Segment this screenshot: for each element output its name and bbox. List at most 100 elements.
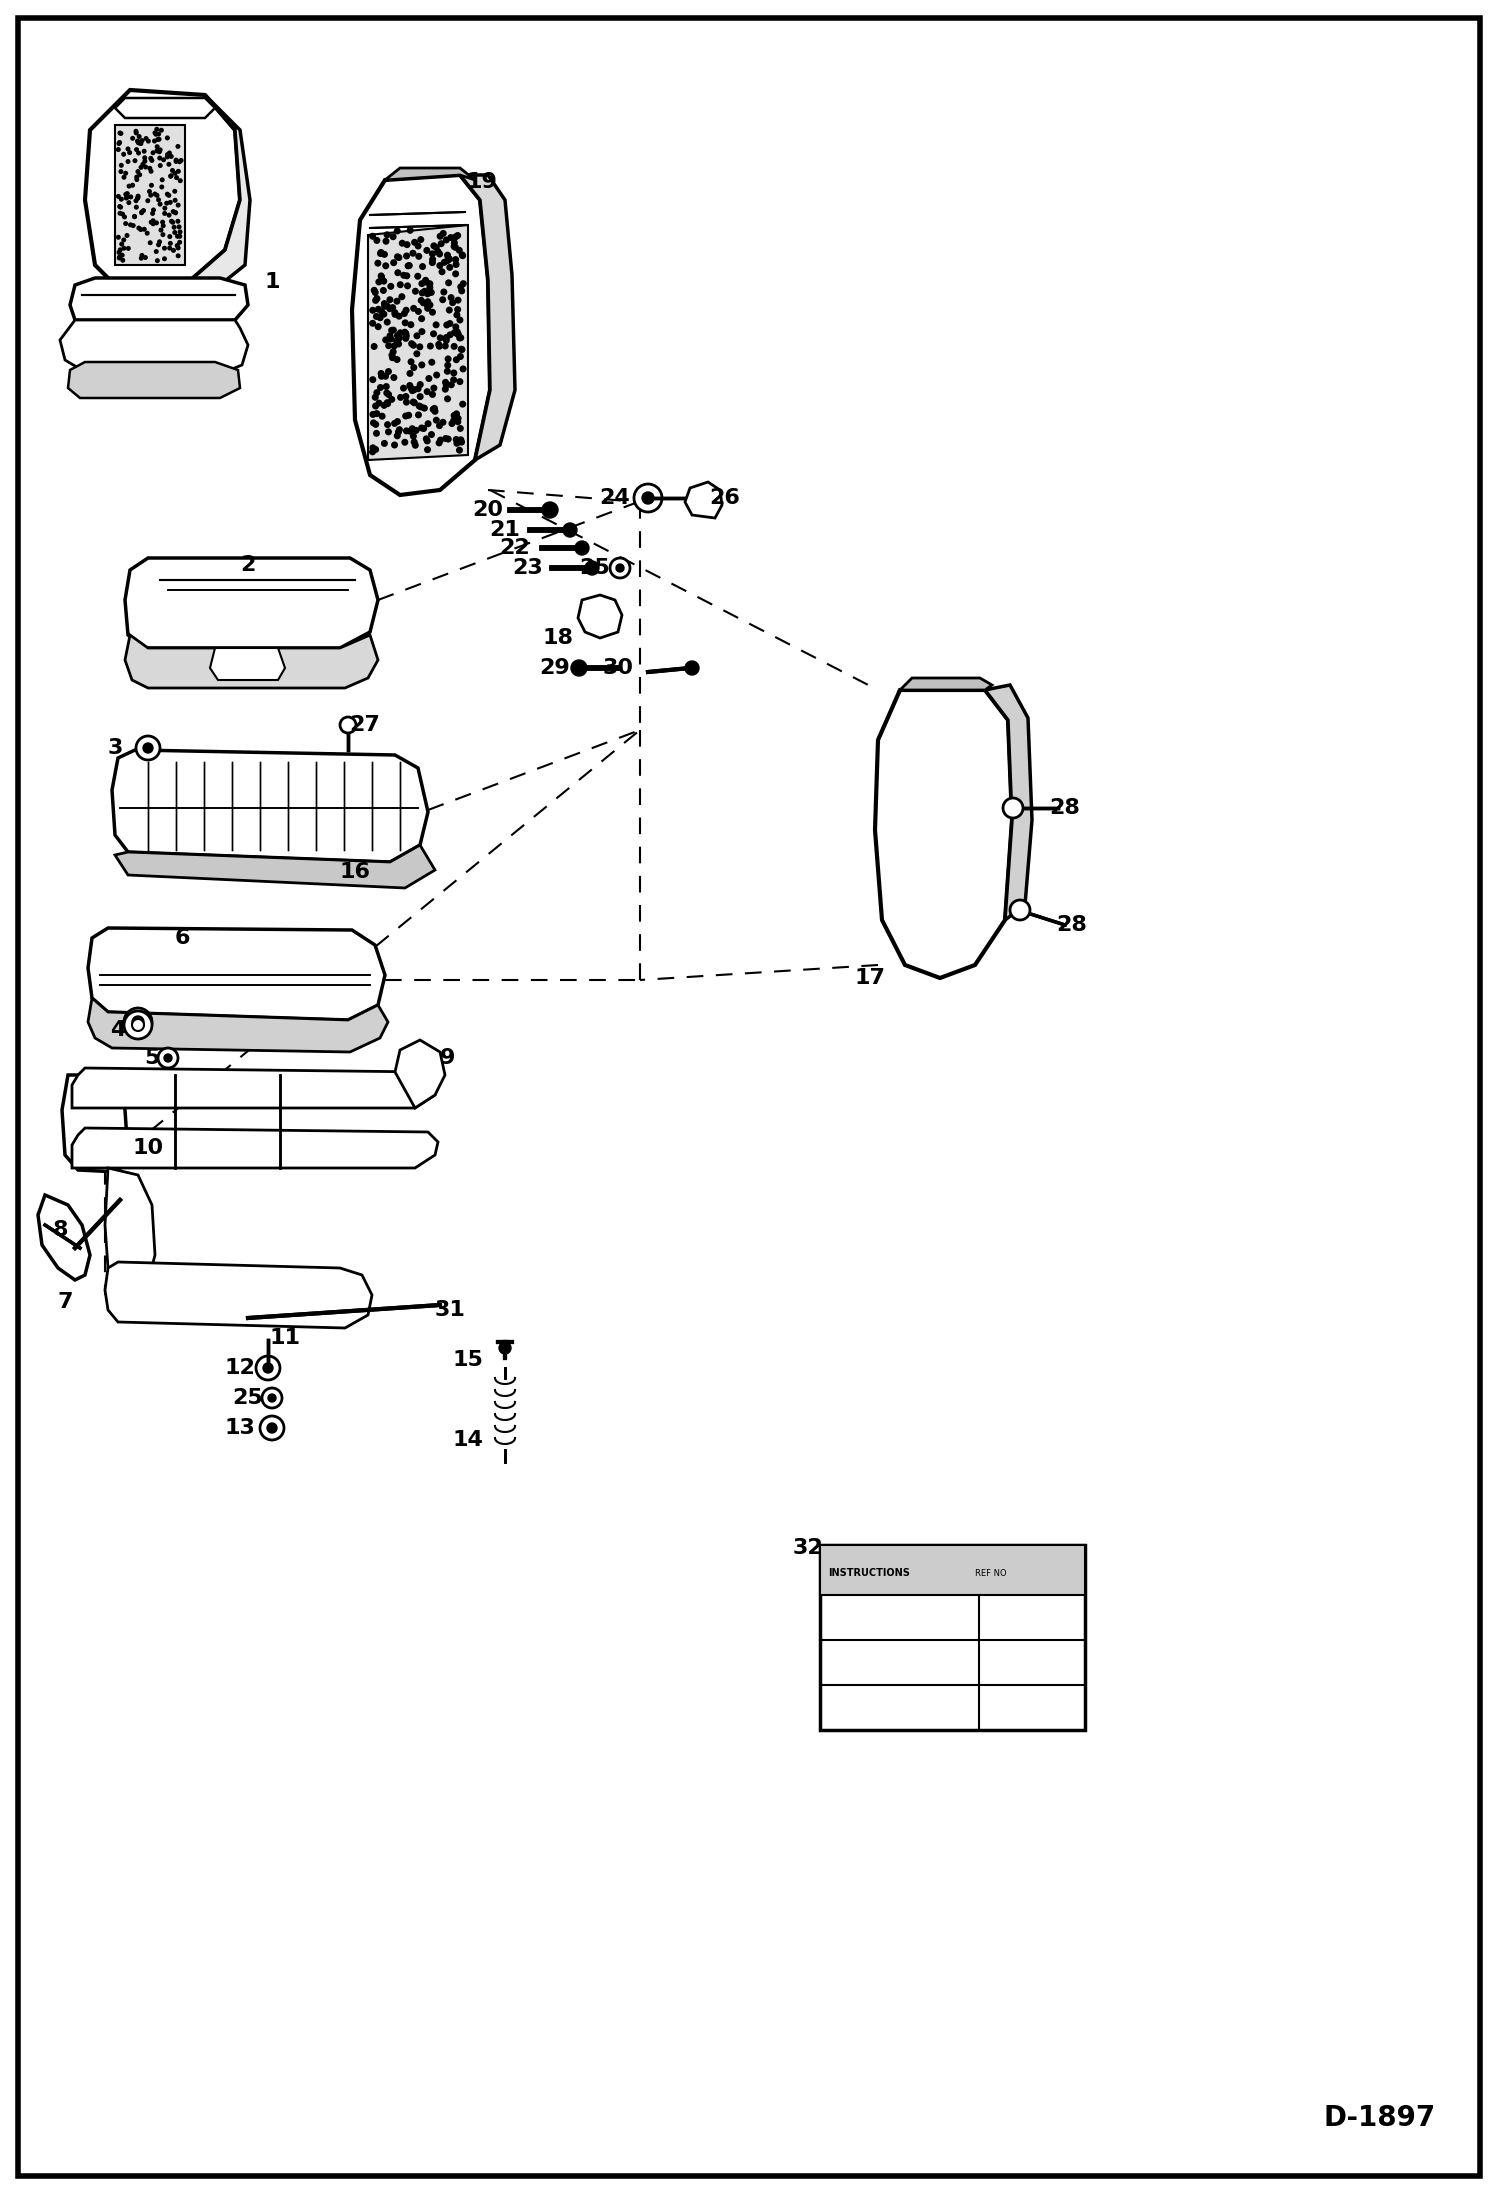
Polygon shape (685, 483, 722, 518)
Text: 14: 14 (452, 1430, 484, 1450)
Circle shape (460, 252, 466, 259)
Circle shape (175, 244, 180, 248)
Circle shape (424, 305, 431, 312)
Circle shape (452, 233, 460, 241)
Circle shape (165, 151, 169, 158)
Circle shape (418, 316, 425, 323)
Bar (819, 1545, 1085, 1595)
Circle shape (451, 412, 457, 419)
Circle shape (153, 129, 157, 136)
Text: 11: 11 (270, 1327, 301, 1347)
Circle shape (395, 314, 403, 320)
Circle shape (454, 329, 461, 336)
Circle shape (454, 419, 461, 426)
Text: 5: 5 (144, 1049, 160, 1068)
Circle shape (142, 226, 147, 233)
Circle shape (135, 195, 139, 202)
Circle shape (165, 136, 169, 140)
Circle shape (436, 233, 443, 239)
Text: 22: 22 (500, 538, 530, 557)
Circle shape (445, 355, 451, 362)
Circle shape (428, 391, 436, 397)
Circle shape (175, 202, 181, 208)
Polygon shape (124, 557, 377, 647)
Text: 20: 20 (472, 500, 503, 520)
Circle shape (391, 309, 398, 316)
Circle shape (151, 222, 156, 226)
Circle shape (455, 246, 463, 255)
Circle shape (117, 250, 121, 255)
Circle shape (616, 564, 625, 573)
Circle shape (145, 230, 150, 235)
Circle shape (685, 660, 700, 676)
Circle shape (172, 211, 178, 215)
Bar (819, 1545, 1085, 1731)
Circle shape (175, 219, 180, 224)
Circle shape (418, 423, 425, 432)
Circle shape (268, 1393, 276, 1402)
Circle shape (138, 140, 142, 145)
Circle shape (394, 228, 401, 235)
Circle shape (159, 228, 163, 233)
Circle shape (132, 215, 136, 219)
Circle shape (379, 309, 385, 316)
Circle shape (428, 309, 436, 316)
Circle shape (415, 307, 422, 316)
Circle shape (157, 156, 162, 160)
Circle shape (153, 191, 157, 197)
Circle shape (458, 252, 466, 259)
Circle shape (403, 393, 409, 399)
Circle shape (389, 327, 397, 333)
Circle shape (422, 279, 430, 285)
Text: 16: 16 (340, 862, 370, 882)
Circle shape (168, 246, 172, 250)
Circle shape (171, 248, 175, 252)
Polygon shape (72, 1068, 437, 1108)
Circle shape (157, 149, 162, 154)
Circle shape (154, 259, 160, 263)
Circle shape (439, 268, 445, 274)
Circle shape (412, 441, 419, 450)
Circle shape (422, 276, 428, 283)
Circle shape (434, 248, 442, 255)
Circle shape (372, 393, 379, 402)
Circle shape (454, 312, 460, 318)
Circle shape (431, 408, 439, 415)
Circle shape (372, 402, 379, 410)
Text: 26: 26 (710, 487, 740, 509)
Circle shape (419, 426, 427, 432)
Circle shape (115, 235, 121, 239)
Circle shape (389, 233, 397, 239)
Circle shape (433, 371, 440, 380)
Circle shape (430, 384, 437, 391)
Circle shape (169, 219, 174, 224)
Circle shape (389, 349, 397, 355)
Polygon shape (88, 998, 388, 1051)
Circle shape (407, 358, 415, 364)
Circle shape (142, 149, 147, 154)
Circle shape (454, 439, 460, 448)
Circle shape (370, 342, 377, 351)
Circle shape (424, 290, 431, 298)
Circle shape (148, 193, 153, 197)
Circle shape (457, 316, 463, 323)
Circle shape (380, 301, 388, 307)
Circle shape (160, 233, 165, 237)
Circle shape (457, 426, 464, 432)
Circle shape (124, 191, 130, 195)
Circle shape (380, 287, 386, 294)
Text: 15: 15 (452, 1349, 484, 1369)
Polygon shape (85, 90, 240, 285)
Circle shape (118, 204, 123, 211)
Circle shape (154, 145, 160, 149)
Circle shape (376, 399, 382, 406)
Circle shape (460, 402, 466, 408)
Circle shape (439, 419, 446, 426)
Circle shape (431, 406, 437, 412)
Circle shape (121, 246, 126, 250)
Circle shape (394, 432, 401, 439)
Text: 25: 25 (580, 557, 610, 577)
Circle shape (403, 399, 410, 406)
Circle shape (418, 296, 425, 305)
Circle shape (178, 178, 183, 182)
